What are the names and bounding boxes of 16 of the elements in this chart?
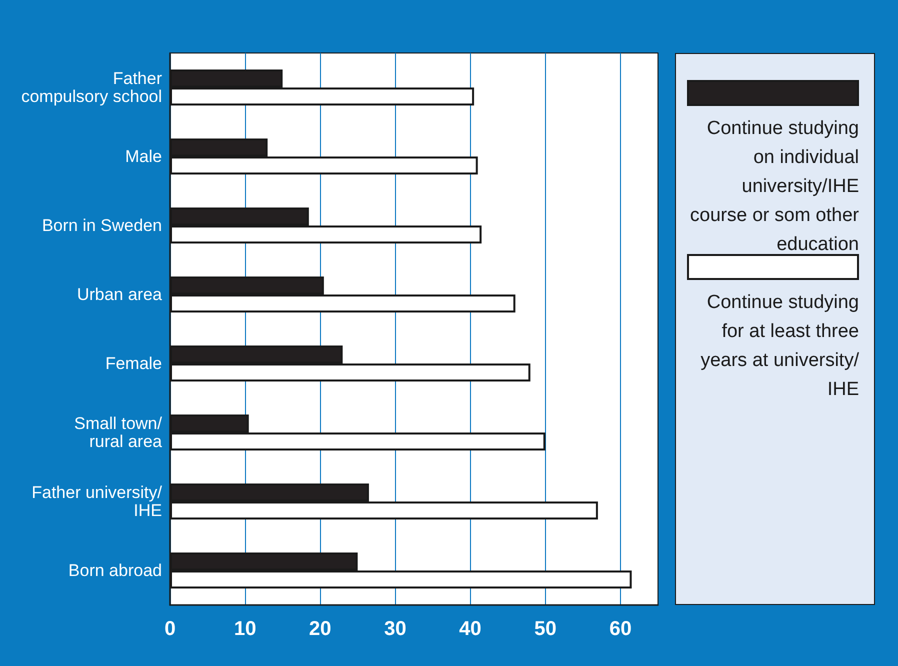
x-tick-label: 20 (309, 618, 332, 640)
y-tick-label: Male (125, 147, 162, 166)
y-tick-label: Father university/ IHE (32, 483, 162, 520)
x-tick-label: 60 (609, 618, 632, 640)
y-tick-label: Female (105, 354, 162, 373)
x-tick-label: 30 (384, 618, 406, 640)
y-tick-label: Born abroad (68, 561, 162, 580)
legend-box: Continue studying on individual university/IHE course or som other education Continue studying for at least three years at university/ IHE (675, 53, 875, 605)
x-tick-label: 10 (234, 618, 256, 640)
x-tick-label: 0 (164, 618, 176, 640)
y-tick-label: Father compulsory school (21, 69, 162, 106)
x-tick-label: 50 (534, 618, 557, 640)
y-tick-label: Born in Sweden (42, 216, 162, 235)
x-tick-label: 40 (459, 618, 482, 640)
y-tick-label: Urban area (76, 285, 163, 304)
y-tick-label: Small town/ rural area (74, 414, 163, 451)
